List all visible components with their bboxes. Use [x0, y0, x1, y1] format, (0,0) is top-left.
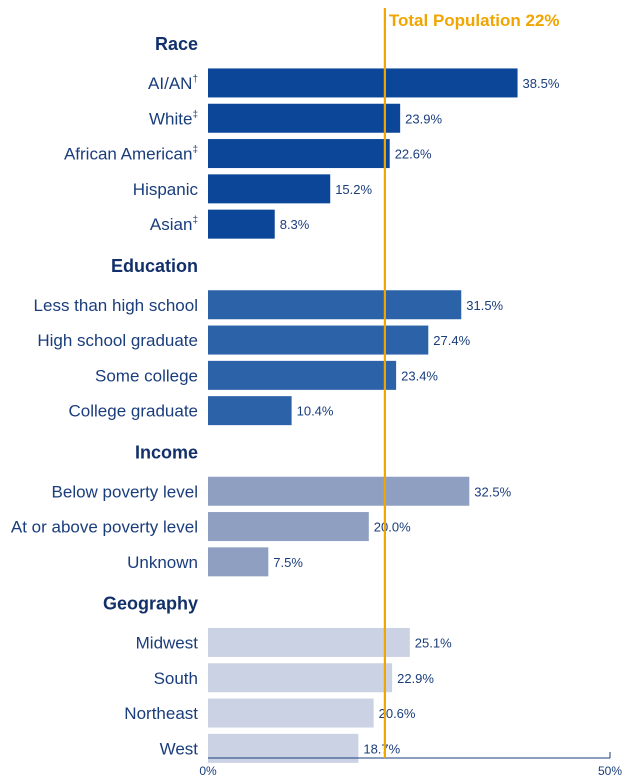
- bar-asian: [208, 209, 275, 239]
- value-label-ai-an: 38.5%: [523, 76, 560, 91]
- value-label-south: 22.9%: [397, 671, 434, 686]
- group-label-education: Education: [111, 256, 198, 276]
- group-label-geography: Geography: [103, 594, 198, 614]
- bar-some-college: [208, 360, 397, 390]
- bar-high-school-graduate: [208, 325, 429, 355]
- category-label-ai-an: AI/AN†: [148, 74, 198, 93]
- category-label-high-school-graduate: High school graduate: [37, 331, 198, 350]
- category-label-south: South: [154, 669, 198, 688]
- group-label-race: Race: [155, 34, 198, 54]
- x-tick-label-min: 0%: [199, 764, 217, 778]
- category-label-white: White‡: [149, 109, 198, 128]
- category-label-unknown: Unknown: [127, 553, 198, 572]
- bar-south: [208, 663, 393, 693]
- group-label-income: Income: [135, 442, 198, 462]
- reference-line-label: Total Population 22%: [389, 11, 560, 30]
- bar-hispanic: [208, 174, 331, 204]
- value-label-college-graduate: 10.4%: [297, 404, 334, 419]
- category-label-asian: Asian‡: [150, 215, 198, 234]
- value-label-midwest: 25.1%: [415, 635, 452, 650]
- bar-less-than-high-school: [208, 290, 462, 320]
- category-label-less-than-high-school: Less than high school: [34, 296, 198, 315]
- category-label-west: West: [160, 739, 199, 758]
- bar-below-poverty-level: [208, 476, 470, 506]
- value-label-at-or-above-poverty-level: 20.0%: [374, 520, 411, 535]
- value-label-white: 23.9%: [405, 111, 442, 126]
- value-label-below-poverty-level: 32.5%: [474, 484, 511, 499]
- value-label-african-american: 22.6%: [395, 147, 432, 162]
- value-label-west: 18.7%: [363, 741, 400, 756]
- category-label-some-college: Some college: [95, 366, 198, 385]
- category-label-african-american: African American‡: [64, 145, 198, 164]
- value-label-hispanic: 15.2%: [335, 182, 372, 197]
- bar-unknown: [208, 547, 269, 577]
- bar-northeast: [208, 698, 374, 728]
- bar-college-graduate: [208, 396, 292, 426]
- value-label-some-college: 23.4%: [401, 368, 438, 383]
- bar-midwest: [208, 627, 410, 657]
- value-label-less-than-high-school: 31.5%: [466, 298, 503, 313]
- bar-at-or-above-poverty-level: [208, 512, 369, 542]
- category-label-hispanic: Hispanic: [133, 180, 199, 199]
- category-label-northeast: Northeast: [124, 704, 198, 723]
- bar-african-american: [208, 139, 390, 169]
- bar-white: [208, 103, 401, 133]
- x-tick-label-max: 50%: [598, 764, 622, 778]
- category-label-midwest: Midwest: [136, 633, 199, 652]
- category-label-at-or-above-poverty-level: At or above poverty level: [11, 518, 198, 537]
- bar-ai-an: [208, 68, 518, 98]
- category-label-below-poverty-level: Below poverty level: [52, 482, 198, 501]
- value-label-northeast: 20.6%: [379, 706, 416, 721]
- value-label-high-school-graduate: 27.4%: [433, 333, 470, 348]
- value-label-asian: 8.3%: [280, 217, 310, 232]
- category-label-college-graduate: College graduate: [69, 402, 198, 421]
- value-label-unknown: 7.5%: [273, 555, 303, 570]
